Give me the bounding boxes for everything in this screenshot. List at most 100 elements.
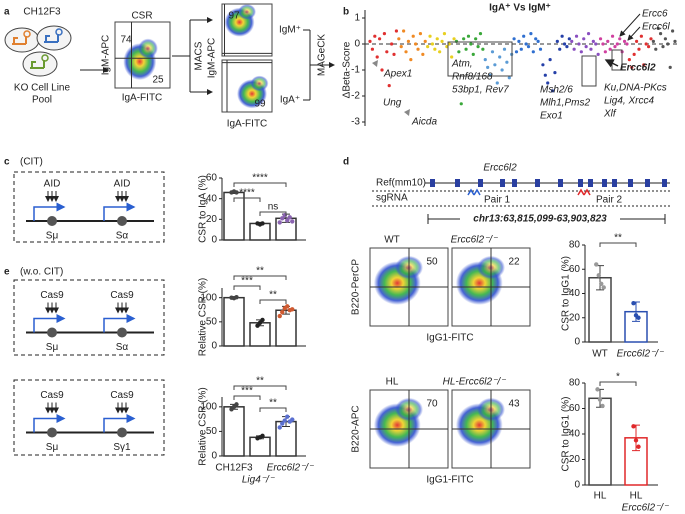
y-tick-label: 40 [569, 429, 581, 440]
cell-icon [36, 25, 72, 51]
y-tick-label: 0 [354, 39, 360, 50]
point [618, 37, 622, 41]
cell-icon [22, 51, 58, 77]
switch-region [117, 216, 127, 226]
label: AID [114, 179, 131, 190]
y-tick-label: 0 [574, 337, 580, 348]
label: 99 [254, 99, 266, 110]
point [550, 89, 555, 93]
point [462, 37, 466, 41]
point [382, 31, 387, 36]
replicate-point [277, 220, 282, 225]
point [430, 42, 435, 46]
point [418, 31, 423, 36]
point [606, 39, 610, 44]
point [613, 45, 617, 49]
point [370, 47, 375, 51]
label: Ref(mm10) [376, 178, 426, 189]
switch-region [47, 327, 57, 338]
point [512, 37, 516, 41]
point [553, 71, 557, 75]
replicate-point [290, 417, 295, 422]
significance: **** [252, 173, 268, 184]
point [632, 52, 636, 57]
axis-label: B220-APC [351, 405, 362, 452]
y-tick-label: 0 [211, 341, 217, 352]
sig-bracket [259, 407, 287, 412]
point [474, 37, 478, 41]
label: Pool [32, 95, 52, 106]
point [404, 50, 408, 54]
x-tick-label: Lig4⁻/⁻ [242, 475, 275, 486]
label: sgRNA [376, 193, 408, 204]
point [646, 45, 651, 49]
sig-bracket [233, 395, 261, 400]
replicate-point [631, 424, 636, 429]
point [577, 42, 581, 46]
point [505, 60, 509, 64]
point [440, 39, 444, 44]
point [471, 52, 475, 57]
panel-letter: c [4, 157, 10, 168]
label: Sα [116, 342, 129, 353]
label: IgA⁺ [280, 95, 300, 106]
sg-arrow [467, 188, 481, 196]
exon [512, 179, 517, 187]
sig-bracket [233, 197, 261, 202]
annotation: 53bp1, Rev7 [452, 85, 509, 96]
point [543, 73, 547, 77]
y-tick-label: 0 [574, 480, 580, 491]
point [466, 34, 471, 38]
replicate-point [255, 323, 260, 328]
y-tick-label: 60 [569, 264, 581, 275]
point [627, 58, 631, 62]
switch-region [117, 427, 127, 438]
point [452, 37, 456, 41]
gate-value: 22 [508, 257, 520, 268]
sample-label: HL [386, 377, 399, 388]
point [493, 63, 497, 67]
point [502, 47, 507, 51]
point [574, 34, 579, 38]
point [373, 34, 377, 38]
label: (CIT) [20, 157, 43, 168]
point [586, 31, 591, 36]
point [522, 34, 526, 38]
point [584, 45, 588, 49]
label: Cas9 [110, 390, 134, 401]
replicate-point [280, 309, 285, 315]
replicate-point [596, 273, 601, 278]
replicate-point [280, 421, 285, 426]
point [514, 50, 519, 54]
significance: * [616, 372, 620, 383]
point [565, 45, 569, 49]
exon [578, 179, 583, 187]
point [570, 39, 574, 44]
label: Pair 2 [596, 195, 623, 206]
annotation: Atm, [451, 59, 473, 70]
point [478, 31, 483, 36]
y-tick-label: 20 [206, 214, 218, 225]
significance: ** [269, 398, 277, 409]
significance: *** [241, 276, 253, 287]
exon [645, 179, 650, 187]
bar [588, 397, 612, 486]
marker [372, 60, 378, 67]
y-tick-label: -3 [351, 117, 360, 128]
point [541, 63, 545, 67]
bar [223, 406, 245, 457]
replicate-point [285, 304, 290, 309]
replicate-point [260, 221, 265, 226]
point [639, 34, 643, 38]
chart-title: IgA⁺ Vs IgM⁺ [489, 3, 551, 14]
plasmid-loop [55, 28, 63, 36]
density [238, 4, 256, 20]
point [423, 39, 427, 44]
gate-value: 43 [508, 399, 520, 410]
replicate-point [633, 438, 639, 443]
exon [535, 179, 540, 187]
point [406, 39, 411, 44]
point [546, 81, 550, 85]
point [378, 37, 382, 41]
promoter [33, 314, 66, 333]
